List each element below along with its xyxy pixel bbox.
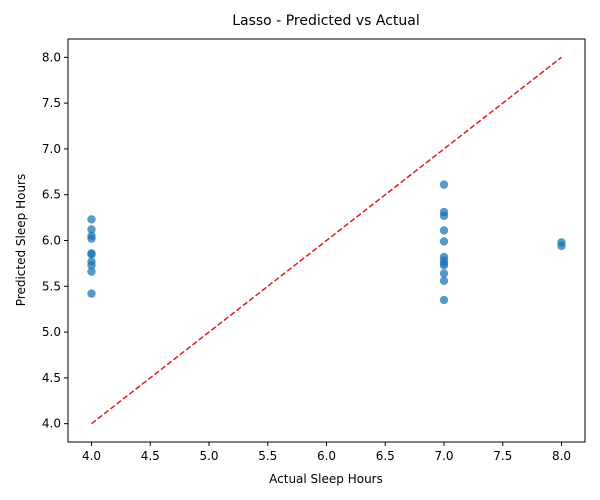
y-tick-label: 4.5 bbox=[42, 371, 61, 385]
y-tick-label: 6.5 bbox=[42, 188, 61, 202]
x-tick-label: 4.0 bbox=[82, 449, 101, 463]
data-point bbox=[557, 241, 566, 251]
data-point bbox=[87, 267, 96, 276]
data-point bbox=[87, 225, 96, 234]
data-point bbox=[87, 261, 96, 270]
y-tick-label: 5.0 bbox=[42, 325, 61, 339]
x-tick-label: 6.0 bbox=[317, 449, 336, 463]
x-tick-label: 5.0 bbox=[199, 449, 218, 463]
x-tick-label: 7.0 bbox=[434, 449, 453, 463]
data-points bbox=[87, 180, 566, 305]
x-tick-label: 8.0 bbox=[552, 449, 571, 463]
y-tick-label: 7.0 bbox=[42, 142, 61, 156]
y-axis-label: Predicted Sleep Hours bbox=[14, 174, 28, 306]
x-axis-ticks: 4.0 4.5 5.0 5.5 6.0 6.5 7.0 7.5 8.0 bbox=[82, 442, 571, 463]
x-tick-label: 7.5 bbox=[493, 449, 512, 463]
data-point bbox=[439, 180, 449, 189]
data-point bbox=[439, 261, 449, 270]
data-point bbox=[439, 237, 449, 246]
chart-title: Lasso - Predicted vs Actual bbox=[232, 13, 420, 29]
data-point bbox=[439, 269, 449, 278]
reference-line-group bbox=[91, 56, 562, 425]
y-tick-label: 8.0 bbox=[42, 50, 61, 64]
y-tick-label: 6.0 bbox=[42, 234, 61, 248]
data-point bbox=[87, 250, 96, 259]
data-point bbox=[439, 295, 449, 305]
data-point bbox=[439, 276, 449, 285]
data-point bbox=[87, 234, 96, 243]
x-tick-label: 5.5 bbox=[258, 449, 277, 463]
x-tick-label: 4.5 bbox=[141, 449, 160, 463]
data-point bbox=[439, 226, 449, 235]
y-tick-label: 5.5 bbox=[42, 279, 61, 293]
y-tick-label: 4.0 bbox=[42, 417, 61, 431]
data-point bbox=[439, 211, 449, 220]
x-axis-label: Actual Sleep Hours bbox=[269, 472, 383, 486]
data-point bbox=[87, 215, 96, 224]
data-point bbox=[87, 289, 96, 298]
x-tick-label: 6.5 bbox=[376, 449, 395, 463]
y-axis-ticks: 4.0 4.5 5.0 5.5 6.0 6.5 7.0 7.5 8.0 bbox=[42, 50, 68, 431]
reference-line bbox=[91, 56, 562, 425]
y-tick-label: 7.5 bbox=[42, 96, 61, 110]
